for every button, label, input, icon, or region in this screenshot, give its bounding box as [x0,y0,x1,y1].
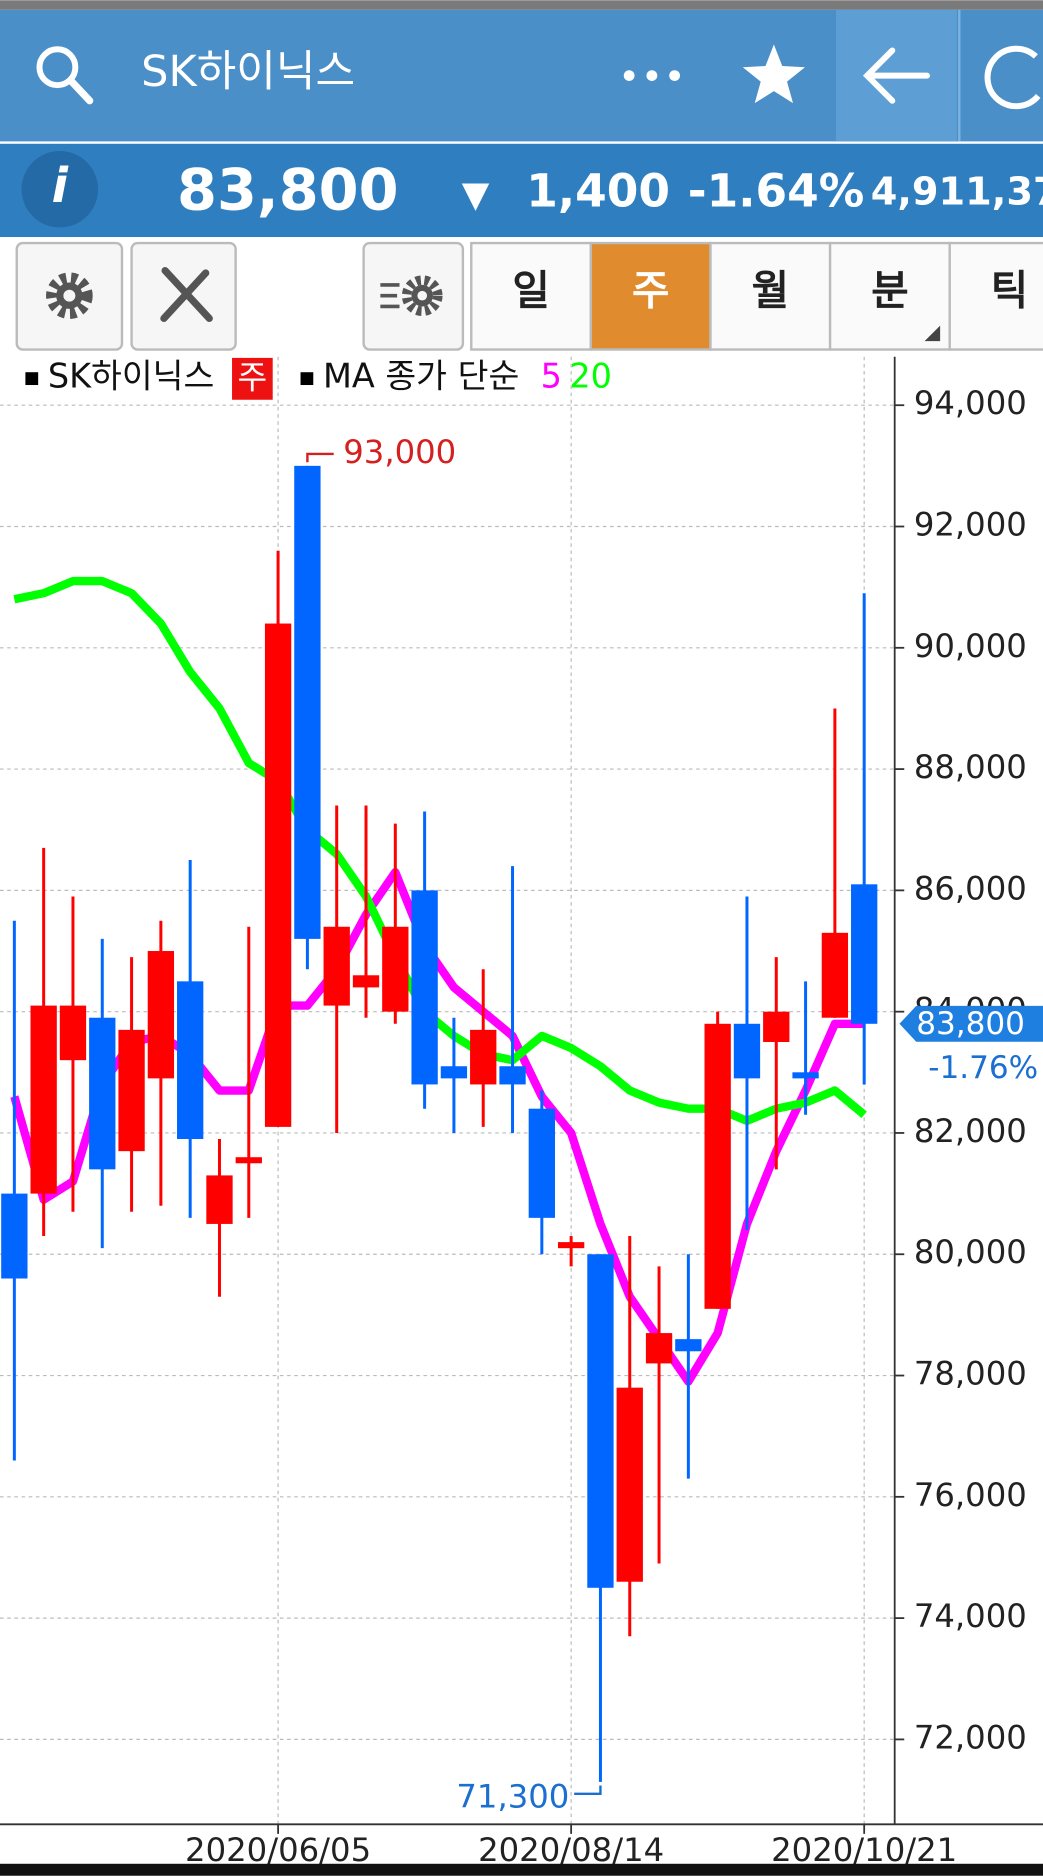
tab-bg[interactable] [709,241,832,351]
info-button[interactable] [21,150,99,228]
x-tick-label: 2020/10/21 [771,1831,957,1869]
x-tick-label: 2020/06/05 [185,1831,371,1869]
tab-label[interactable]: 일 [512,266,549,314]
y-tick-label: 74,000 [914,1597,1027,1635]
change-percent: -1.64% [688,165,865,218]
x-tick-label: 2020/08/14 [478,1831,664,1869]
tab-label[interactable]: 분 [871,266,908,314]
legend-bullet: ■ [24,367,40,387]
change-arrow: ▼ [462,174,490,215]
tab-label[interactable]: 월 [752,266,789,314]
back-button[interactable] [862,47,930,104]
indicator-settings-button[interactable] [362,241,465,351]
candle-body [528,1108,555,1218]
candle-body [147,951,175,1079]
y-tick-label: 72,000 [914,1718,1027,1756]
max-marker [306,452,334,463]
candle-body [645,1333,673,1364]
legend-ma: MA 종가 단순 [323,357,519,396]
nav-strip [0,1863,1043,1876]
settings-button[interactable] [15,241,124,351]
candle-body [792,1072,819,1079]
candle-body [851,884,878,1024]
max-label: 93,000 [343,433,456,471]
y-tick-label: 94,000 [914,384,1027,422]
min-label: 71,300 [456,1778,569,1816]
y-tick-label: 90,000 [914,627,1027,665]
candle-body [264,623,292,1127]
y-tick-label: 82,000 [914,1112,1027,1150]
candle-body [118,1029,145,1152]
legend-stock: SK하이닉스 [48,357,214,396]
volume: 4,911,378 [871,170,1043,215]
candle-body [352,975,380,988]
min-marker [574,1785,602,1796]
candle-body [557,1242,585,1249]
candle-body [1,1193,28,1279]
last-price-tag [899,1005,1043,1042]
legend-series: 20 [569,357,612,396]
price-change: 1,400 [526,165,670,218]
candle-body [59,1005,87,1061]
legend-bullet: ■ [299,367,315,387]
y-tick-label: 78,000 [914,1355,1027,1393]
legend-badge-bg [232,357,273,400]
candle-body [206,1175,233,1224]
candle-body [763,1011,790,1042]
y-tick-label: 80,000 [914,1233,1027,1271]
candle-body [470,1029,497,1085]
tab-bg[interactable] [948,241,1043,351]
candle-body [499,1066,526,1085]
candle-body [89,1017,116,1170]
y-tick-label: 76,000 [914,1476,1027,1514]
tab-label[interactable]: 틱 [991,266,1028,314]
candle-body [235,1157,262,1164]
status-strip [0,0,1043,10]
tab-label[interactable]: 주 [632,266,669,314]
candle-body [411,890,438,1085]
tab-bg[interactable] [589,241,712,351]
current-price: 83,800 [177,157,399,224]
candle-body [382,926,409,1012]
last-price-label: 83,800 [916,1006,1025,1042]
search-button[interactable] [36,46,94,105]
y-tick-label: 86,000 [914,869,1027,907]
candle-body [616,1387,643,1582]
candle-body [675,1339,702,1352]
quote-bar [0,143,1043,238]
chart: ■ SK하이닉스 주 ■ MA 종가 단순 5 20 72,000 74,000 76,… [0,356,1043,1869]
candle-body [294,465,321,939]
y-tick-label: 88,000 [914,748,1027,786]
candle-body [587,1254,614,1588]
stock-title[interactable]: SK하이닉스 [141,47,355,97]
legend-series: 5 [541,357,562,396]
tab-bg[interactable] [470,241,593,351]
y-tick-label: 92,000 [914,506,1027,544]
tab-bg[interactable] [828,241,951,351]
candle-body [177,981,204,1140]
info-icon: i [52,159,69,214]
tools-button[interactable] [130,241,237,351]
more-button[interactable] [623,70,680,81]
candle-body [440,1066,468,1079]
last-price-change: -1.76% [928,1050,1038,1086]
candle-body [733,1023,761,1079]
legend-badge: 주 [238,358,268,396]
candle-body [821,932,849,1018]
candle-body [323,926,350,1006]
tab-corner [924,325,941,342]
candle-body [704,1023,731,1309]
candle-body [30,1005,57,1194]
refresh-button[interactable] [984,45,1041,110]
favorite-button[interactable] [742,44,805,104]
